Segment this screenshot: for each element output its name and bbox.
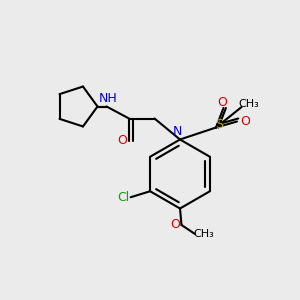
- Text: CH₃: CH₃: [238, 99, 260, 109]
- Text: S: S: [215, 118, 223, 131]
- Text: O: O: [170, 218, 180, 232]
- Text: CH₃: CH₃: [194, 229, 214, 239]
- Text: NH: NH: [99, 92, 117, 106]
- Text: O: O: [241, 115, 250, 128]
- Text: O: O: [118, 134, 127, 148]
- Text: N: N: [172, 125, 182, 139]
- Text: Cl: Cl: [117, 191, 129, 204]
- Text: O: O: [217, 96, 227, 109]
